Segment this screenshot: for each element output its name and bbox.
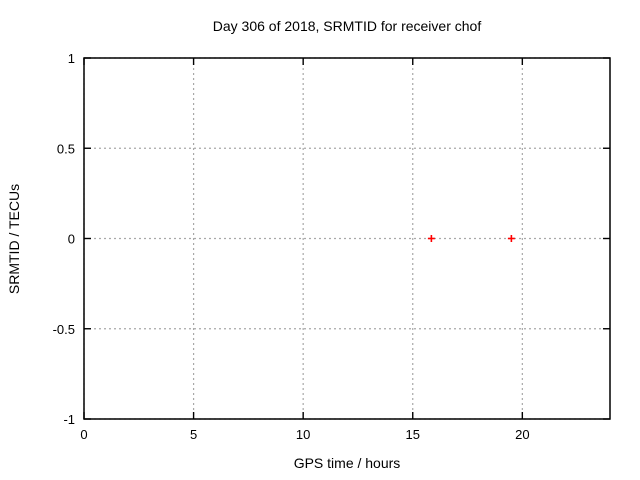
- x-axis-label: GPS time / hours: [293, 455, 401, 471]
- y-tick-label: 1: [68, 51, 75, 66]
- y-tick-label: -1: [63, 412, 75, 427]
- plot-border: [83, 57, 611, 420]
- y-tick-label: 0.5: [57, 141, 75, 156]
- x-tick-label: 0: [80, 427, 87, 442]
- chart-title: Day 306 of 2018, SRMTID for receiver cho…: [212, 18, 482, 34]
- y-tick-label: 0: [68, 232, 75, 247]
- y-tick-label: -0.5: [53, 322, 75, 337]
- x-tick-label: 10: [296, 427, 310, 442]
- x-tick-label: 15: [406, 427, 420, 442]
- x-tick-label: 20: [515, 427, 529, 442]
- x-tick-label: 5: [190, 427, 197, 442]
